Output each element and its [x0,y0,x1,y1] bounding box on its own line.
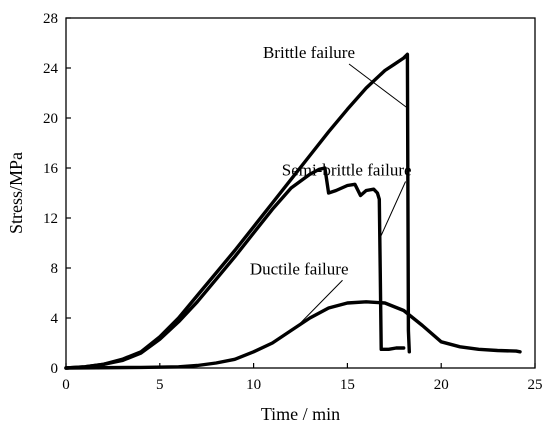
y-tick-label: 20 [43,111,58,127]
series-layer [64,52,522,370]
brittle-failure-label: Brittle failure [263,43,355,62]
y-tick-label: 4 [51,311,59,327]
x-tick-label: 0 [62,377,70,393]
y-tick-label: 16 [43,161,59,177]
ductile-failure-label: Ductile failure [250,259,349,278]
plot-frame [65,17,536,369]
x-tick-label: 25 [528,377,543,393]
annotation-layer: Brittle failure Semi-brittle failure Ducti… [250,43,412,324]
y-tick-label: 0 [51,361,59,377]
y-tick-label: 12 [43,211,58,227]
x-tick-label: 5 [156,377,164,393]
brittle-failure-leader-line [348,63,408,109]
y-tick-label: 8 [51,261,59,277]
semi-brittle-failure-leader-line [380,181,407,236]
x-tick-label: 10 [246,377,261,393]
semi-brittle-curve [64,166,406,370]
x-tick-label: 20 [434,377,449,393]
tick-layer: 0 5 10 15 20 25 0 4 8 12 16 20 24 28 [43,11,543,393]
y-tick-label: 28 [43,11,58,27]
x-tick-label: 15 [340,377,355,393]
semi-brittle-failure-label: Semi-brittle failure [282,161,412,180]
y-tick-label: 24 [43,61,59,77]
brittle-curve [64,52,411,370]
y-axis-title: Stress/MPa [6,152,26,234]
x-axis-title: Time / min [261,404,340,424]
ductile-failure-leader-line [300,279,343,324]
ductile-curve [64,300,522,370]
